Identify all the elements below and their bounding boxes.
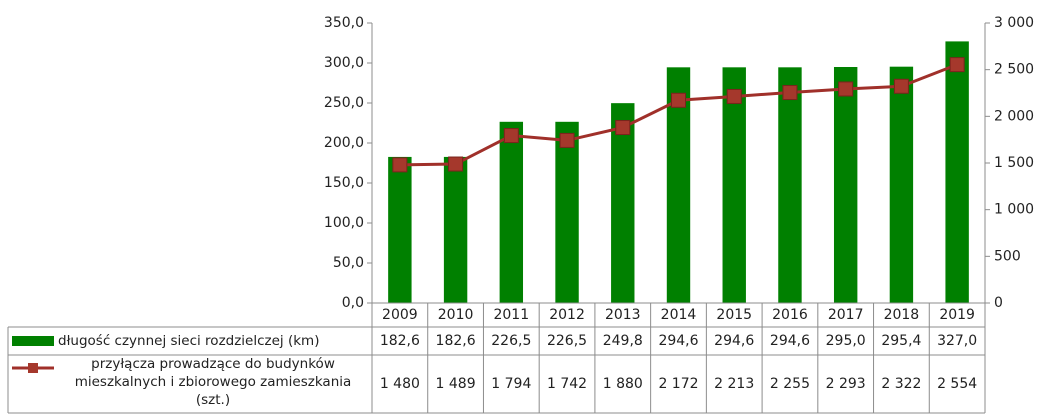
legend-key-marker xyxy=(28,363,38,373)
x-tick-label: 2011 xyxy=(493,307,529,323)
marker xyxy=(726,88,742,104)
marker xyxy=(448,156,464,172)
table-value: 226,5 xyxy=(547,333,587,349)
y2-tick-label: 1 000 xyxy=(994,202,1034,218)
table-value: 2 322 xyxy=(881,376,921,392)
x-tick-label: 2019 xyxy=(939,307,975,323)
table-value: 1 480 xyxy=(380,376,420,392)
table-value: 294,6 xyxy=(658,333,698,349)
x-tick-label: 2017 xyxy=(828,307,864,323)
marker xyxy=(615,120,631,136)
x-tick-label: 2013 xyxy=(605,307,641,323)
marker xyxy=(838,81,854,97)
y-tick-label: 200,0 xyxy=(324,135,364,151)
y2-tick-label: 0 xyxy=(994,295,1003,311)
table-value: 1 794 xyxy=(491,376,531,392)
y2-tick-label: 2 500 xyxy=(994,62,1034,78)
x-tick-label: 2016 xyxy=(772,307,808,323)
y2-tick-label: 2 000 xyxy=(994,108,1034,124)
legend-cell: przyłącza prowadzące do budynków mieszka… xyxy=(74,356,352,408)
x-tick-label: 2010 xyxy=(438,307,474,323)
bar xyxy=(443,156,468,303)
marker xyxy=(559,132,575,148)
table-value: 294,6 xyxy=(714,333,754,349)
bar xyxy=(499,121,524,303)
table-value: 226,5 xyxy=(491,333,531,349)
y2-tick-label: 1 500 xyxy=(994,155,1034,171)
table-value: 1 880 xyxy=(603,376,643,392)
table-value: 1 489 xyxy=(436,376,476,392)
table-value: 182,6 xyxy=(436,333,476,349)
x-tick-label: 2009 xyxy=(382,307,418,323)
x-tick-label: 2018 xyxy=(884,307,920,323)
y-tick-label: 0,0 xyxy=(342,295,364,311)
x-tick-label: 2014 xyxy=(661,307,697,323)
legend-label: długość czynnej sieci rozdzielczej (km) xyxy=(58,333,319,349)
table-value: 249,8 xyxy=(603,333,643,349)
table-value: 2 293 xyxy=(826,376,866,392)
bar xyxy=(945,41,969,304)
y-tick-label: 350,0 xyxy=(324,15,364,31)
y-tick-label: 150,0 xyxy=(324,175,364,191)
table-value: 2 255 xyxy=(770,376,810,392)
x-tick-label: 2012 xyxy=(549,307,585,323)
bar xyxy=(611,103,635,303)
table-value: 2 172 xyxy=(658,376,698,392)
table-value: 182,6 xyxy=(380,333,420,349)
table-value: 2 554 xyxy=(937,376,977,392)
marker xyxy=(893,78,909,94)
marker xyxy=(949,57,965,73)
table-value: 1 742 xyxy=(547,376,587,392)
bar xyxy=(833,67,858,303)
bar xyxy=(889,66,914,304)
bar xyxy=(722,67,746,303)
table-value: 2 213 xyxy=(714,376,754,392)
y2-tick-label: 3 000 xyxy=(994,15,1034,31)
bar xyxy=(388,156,412,303)
y-tick-label: 100,0 xyxy=(324,215,364,231)
bar xyxy=(778,67,802,303)
marker xyxy=(782,85,798,101)
legend-label: przyłącza prowadzące do budynków mieszka… xyxy=(74,356,352,408)
bar xyxy=(555,121,579,303)
marker xyxy=(503,128,519,144)
marker xyxy=(392,157,408,173)
table-value: 295,4 xyxy=(881,333,921,349)
legend-key-bar xyxy=(12,336,54,346)
table-value: 327,0 xyxy=(937,333,977,349)
marker xyxy=(671,92,686,108)
y-tick-label: 50,0 xyxy=(333,255,364,271)
y-tick-label: 300,0 xyxy=(324,55,364,71)
table-value: 294,6 xyxy=(770,333,810,349)
bar xyxy=(666,67,691,303)
table-value: 295,0 xyxy=(826,333,866,349)
x-tick-label: 2015 xyxy=(716,307,752,323)
y-tick-label: 250,0 xyxy=(324,95,364,111)
y2-tick-label: 500 xyxy=(994,248,1021,264)
